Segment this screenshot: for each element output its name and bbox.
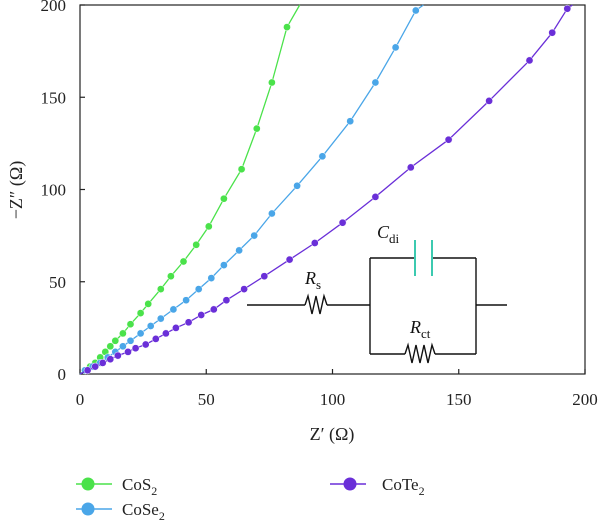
x-tick-label: 100 <box>320 390 346 409</box>
data-point <box>111 336 120 345</box>
series-line <box>79 4 301 375</box>
data-point <box>106 355 115 364</box>
legend-item-cos2: CoS2 <box>76 475 157 498</box>
data-point <box>136 309 145 317</box>
y-tick-label: 150 <box>41 88 67 107</box>
legend-item-cote2: CoTe2 <box>330 475 425 498</box>
x-tick-label: 150 <box>446 390 472 409</box>
data-point <box>126 336 135 345</box>
data-point <box>318 152 327 161</box>
data-point <box>548 28 557 37</box>
data-point <box>167 272 175 281</box>
data-point <box>144 300 153 308</box>
data-point <box>268 209 276 218</box>
data-point <box>136 329 145 338</box>
data-point <box>119 342 127 351</box>
legend: CoS2 CoSe2 CoTe2 <box>76 475 425 523</box>
data-point <box>162 329 170 338</box>
data-point <box>293 181 301 190</box>
legend-item-cose2: CoSe2 <box>76 500 165 523</box>
data-point <box>194 285 203 293</box>
x-tick-label: 200 <box>572 390 598 409</box>
data-point <box>444 135 453 144</box>
data-point <box>126 320 135 329</box>
data-point <box>124 348 132 356</box>
data-point <box>156 285 165 293</box>
data-point <box>192 240 201 249</box>
data-point <box>184 318 193 327</box>
label-rs: Rs <box>304 268 321 292</box>
data-point <box>310 239 319 247</box>
data-point <box>131 344 140 353</box>
data-point <box>98 359 107 367</box>
data-point <box>563 4 572 13</box>
series-line <box>79 4 573 375</box>
series-cos2 <box>79 4 301 375</box>
data-point <box>250 231 259 240</box>
data-point <box>220 261 228 269</box>
data-point <box>525 56 534 65</box>
data-point <box>209 305 218 314</box>
data-point <box>283 23 291 31</box>
data-point <box>338 218 347 227</box>
data-point <box>169 305 178 314</box>
data-point <box>485 97 493 105</box>
data-point <box>235 246 243 255</box>
label-cdl: Cdi <box>377 222 400 246</box>
label-rct: Rct <box>409 317 431 341</box>
data-point <box>237 165 246 174</box>
data-point <box>204 222 213 231</box>
data-point <box>141 340 150 349</box>
y-tick-label: 50 <box>49 273 66 292</box>
x-axis: 0 50 100 150 200 <box>76 369 598 409</box>
data-point <box>114 351 122 360</box>
data-point <box>260 272 269 281</box>
data-point <box>182 296 190 305</box>
y-axis: 0 50 100 150 200 <box>41 0 85 384</box>
data-point <box>240 285 248 293</box>
svg-text:CoTe2: CoTe2 <box>382 475 425 498</box>
data-point <box>179 257 188 266</box>
resistor-rct <box>404 342 436 364</box>
data-point <box>146 322 155 330</box>
data-point <box>220 194 228 203</box>
data-point <box>285 255 294 264</box>
data-point <box>346 117 355 126</box>
data-point <box>222 296 231 305</box>
x-axis-title: Z′ (Ω) <box>310 424 355 445</box>
data-point <box>151 335 160 343</box>
capacitor-cdl <box>414 240 433 276</box>
series-line <box>79 4 424 375</box>
data-point <box>268 78 276 87</box>
data-point <box>197 311 206 319</box>
data-point <box>391 43 400 52</box>
y-tick-label: 100 <box>41 181 67 200</box>
data-point <box>371 78 380 87</box>
y-tick-label: 0 <box>58 365 67 384</box>
x-tick-label: 0 <box>76 390 85 409</box>
series-layer <box>79 4 573 375</box>
data-point <box>411 6 420 15</box>
data-point <box>406 163 415 172</box>
y-axis-title: −Z″ (Ω) <box>6 161 27 220</box>
series-cose2 <box>79 4 424 375</box>
x-tick-label: 50 <box>198 390 215 409</box>
data-point <box>119 329 127 338</box>
data-point <box>252 124 261 133</box>
series-cote2 <box>79 4 573 375</box>
data-point <box>371 193 380 201</box>
data-point <box>172 324 180 332</box>
resistor-rs <box>304 293 328 315</box>
equivalent-circuit <box>247 257 507 364</box>
y-tick-label: 200 <box>41 0 67 15</box>
svg-text:CoSe2: CoSe2 <box>122 500 165 523</box>
data-point <box>207 274 216 282</box>
data-point <box>91 362 100 371</box>
data-point <box>83 366 92 375</box>
data-point <box>106 342 115 351</box>
plot-area-frame <box>79 4 586 375</box>
svg-text:CoS2: CoS2 <box>122 475 157 498</box>
data-point <box>156 314 165 323</box>
